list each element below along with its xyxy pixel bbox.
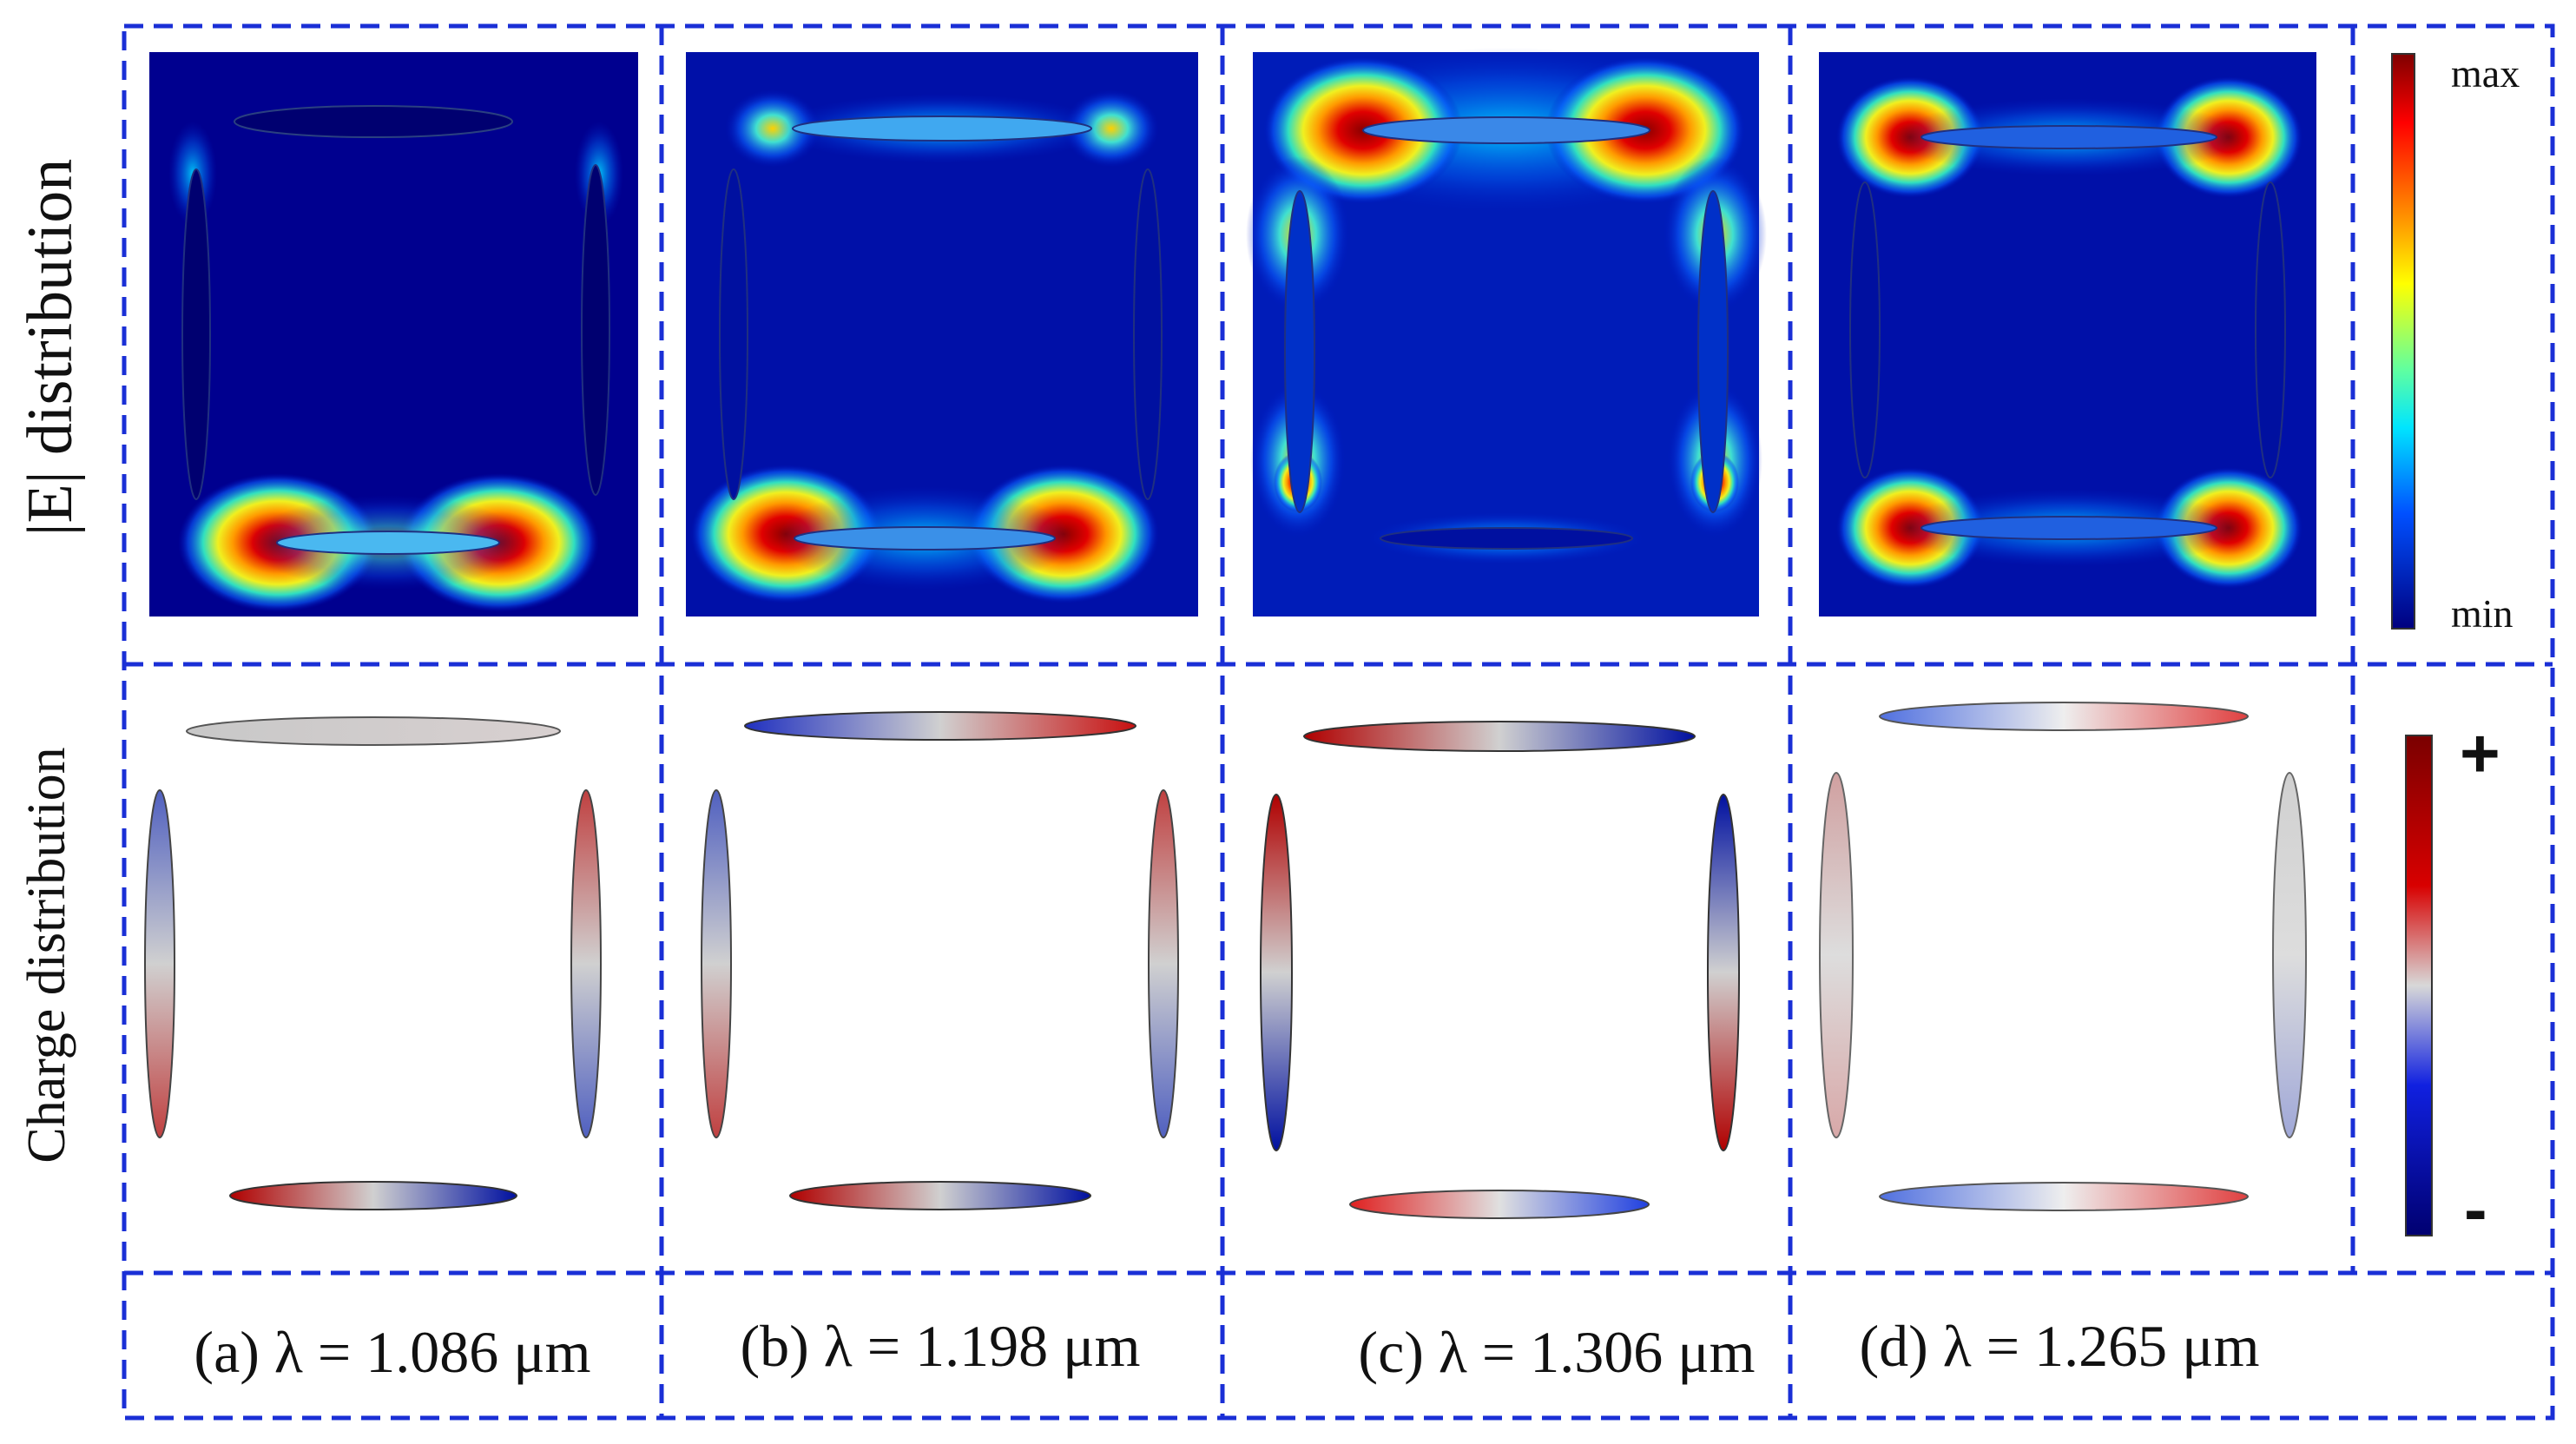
row-label-field: |E| distribution [15, 159, 86, 537]
charge-panel-a [144, 716, 602, 1210]
charge-colorbar: + - [2405, 715, 2500, 1248]
charge-panel-c [1260, 721, 1740, 1219]
row-label-charge: Charge distribution [17, 747, 76, 1163]
charge-panel-b [701, 711, 1179, 1210]
caption-c: (c) λ = 1.306 μm [1358, 1319, 1755, 1385]
colorbar-max-label: max [2451, 51, 2520, 96]
panel-frames [122, 23, 2555, 1421]
colorbar-minus-label: - [2464, 1170, 2487, 1248]
field-panel-b [686, 52, 1198, 617]
caption-d: (d) λ = 1.265 μm [1860, 1313, 2260, 1379]
colorbar-min-label: min [2451, 591, 2513, 636]
charge-panel-d [1819, 702, 2307, 1211]
field-panel-d [1819, 52, 2316, 617]
field-panel-c [1246, 48, 1767, 617]
field-colorbar: max min [2391, 51, 2520, 636]
field-panel-a [149, 52, 638, 617]
colorbar-plus-label: + [2460, 715, 2500, 792]
caption-b: (b) λ = 1.198 μm [741, 1313, 1141, 1379]
caption-a: (a) λ = 1.086 μm [194, 1319, 590, 1385]
